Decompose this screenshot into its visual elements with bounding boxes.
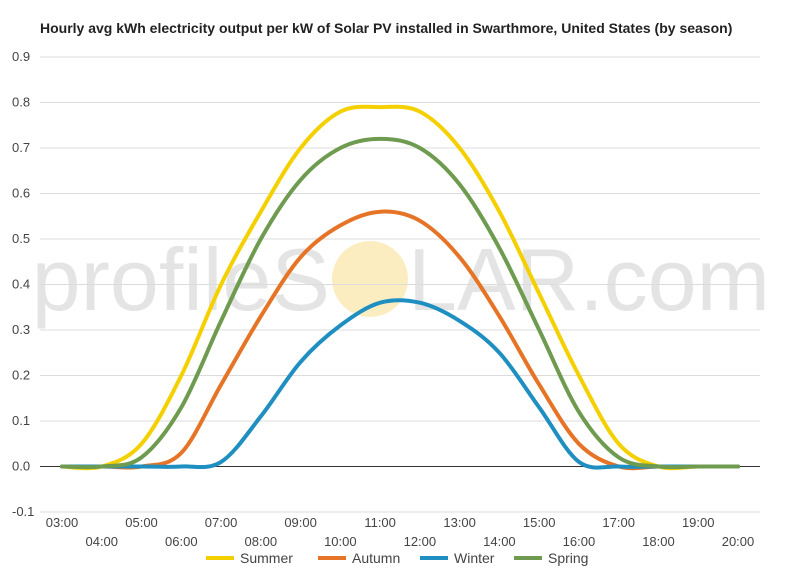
x-tick-label: 08:00 xyxy=(245,534,278,549)
x-tick-label: 06:00 xyxy=(165,534,198,549)
x-tick-label: 15:00 xyxy=(523,515,556,530)
x-tick-label: 14:00 xyxy=(483,534,516,549)
legend-label: Summer xyxy=(240,550,293,566)
x-tick-label: 12:00 xyxy=(404,534,437,549)
y-tick-label: 0.6 xyxy=(12,186,30,201)
y-tick-label: 0.9 xyxy=(12,49,30,64)
y-tick-label: 0.5 xyxy=(12,231,30,246)
x-tick-label: 11:00 xyxy=(364,515,396,530)
x-tick-label: 07:00 xyxy=(205,515,238,530)
x-tick-label: 18:00 xyxy=(642,534,675,549)
watermark-left: profileS xyxy=(32,230,330,329)
y-tick-label: 0.2 xyxy=(12,368,30,383)
series-line-summer xyxy=(60,104,740,471)
chart-title: Hourly avg kWh electricity output per kW… xyxy=(40,20,732,36)
x-tick-label: 10:00 xyxy=(324,534,357,549)
y-tick-label: 0.4 xyxy=(12,277,30,292)
legend-label: Autumn xyxy=(352,550,400,566)
watermark-sun-icon xyxy=(332,241,408,317)
series-line-winter xyxy=(60,298,740,470)
y-tick-label: 0.1 xyxy=(12,413,30,428)
x-tick-label: 20:00 xyxy=(722,534,755,549)
x-axis: 03:00 04:00 05:00 06:00 07:00 08:00 09:00 10:00… xyxy=(46,515,755,549)
y-tick-label: 0.7 xyxy=(12,140,30,155)
series-lines xyxy=(60,104,740,471)
legend-label: Winter xyxy=(454,550,495,566)
x-tick-label: 13:00 xyxy=(443,515,476,530)
y-tick-label: 0.0 xyxy=(12,459,30,474)
x-tick-label: 17:00 xyxy=(602,515,635,530)
watermark: profileS LAR.com xyxy=(32,230,770,329)
x-tick-label: 05:00 xyxy=(125,515,158,530)
x-tick-label: 03:00 xyxy=(46,515,79,530)
legend-label: Spring xyxy=(548,550,588,566)
legend: Summer Autumn Winter Spring xyxy=(206,550,588,566)
x-tick-label: 04:00 xyxy=(85,534,118,549)
series-line-spring xyxy=(60,136,740,470)
watermark-right: LAR.com xyxy=(408,230,770,329)
x-tick-label: 09:00 xyxy=(284,515,317,530)
y-tick-label: 0.8 xyxy=(12,95,30,110)
x-tick-label: 19:00 xyxy=(682,515,715,530)
gridlines xyxy=(40,56,760,513)
y-tick-label: -0.1 xyxy=(12,504,34,519)
y-tick-label: 0.3 xyxy=(12,322,30,337)
y-axis: -0.1 0.0 0.1 0.2 0.3 0.4 0.5 0.6 0.7 0.8 0.9 xyxy=(12,49,34,519)
x-tick-label: 16:00 xyxy=(563,534,596,549)
